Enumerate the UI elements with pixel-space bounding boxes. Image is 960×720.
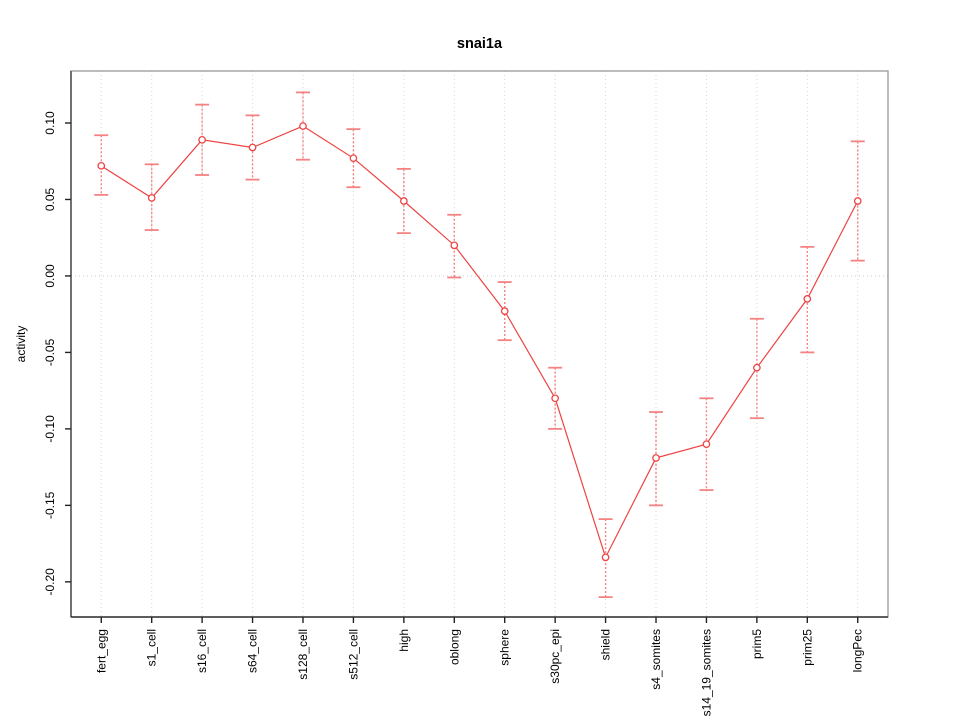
error-bar	[548, 366, 563, 430]
data-point	[198, 135, 206, 144]
y-axis-title: activity	[14, 326, 28, 363]
data-point	[803, 295, 812, 303]
data-point	[299, 122, 307, 130]
error-bar	[447, 213, 462, 279]
data-point	[450, 241, 459, 250]
x-tick-label: s512_cell	[346, 629, 360, 680]
data-point	[147, 194, 156, 202]
y-tick-label: 0.00	[43, 264, 57, 288]
x-tick-label: longPec	[851, 629, 865, 672]
x-tick-label: s30pc_epi	[548, 629, 562, 684]
data-point	[500, 307, 509, 315]
y-tick-label: -0.05	[43, 338, 57, 366]
y-tick-label: 0.05	[43, 187, 57, 211]
data-point	[400, 197, 408, 205]
data-point	[349, 154, 358, 163]
x-tick-label: prim25	[800, 629, 814, 666]
y-tick-label: 0.10	[43, 111, 57, 135]
y-tick-label: -0.10	[43, 415, 57, 443]
chart-title: snai1a	[457, 36, 503, 52]
x-tick-label: high	[397, 629, 411, 652]
error-bar	[598, 518, 613, 599]
data-point	[97, 161, 106, 170]
data-point	[753, 363, 761, 372]
plot-border	[70, 70, 889, 618]
x-tick-label: shield	[599, 629, 613, 660]
data-point	[601, 553, 610, 562]
series-line	[100, 125, 859, 559]
data-point	[248, 143, 257, 152]
x-tick-label: prim5	[750, 629, 764, 659]
x-tick-label: s16_cell	[195, 629, 209, 673]
y-tick-label: -0.15	[43, 491, 57, 519]
x-tick-label: fert_egg	[94, 629, 108, 673]
x-tick-label: s14_19_somites	[699, 629, 713, 716]
x-tick-label: s4_somites	[649, 629, 663, 690]
data-point	[652, 454, 660, 462]
data-point	[853, 197, 862, 205]
data-point	[551, 394, 559, 403]
x-tick-label: s1_cell	[145, 629, 159, 666]
error-bar	[850, 140, 865, 262]
error-bar	[649, 411, 664, 507]
y-tick-label: -0.20	[43, 568, 57, 596]
data-point	[702, 440, 711, 449]
x-tick-label: oblong	[447, 629, 461, 665]
error-bar	[195, 103, 210, 176]
x-tick-label: s128_cell	[296, 629, 310, 680]
x-tick-label: sphere	[498, 629, 512, 666]
x-tick-label: s64_cell	[246, 629, 260, 673]
